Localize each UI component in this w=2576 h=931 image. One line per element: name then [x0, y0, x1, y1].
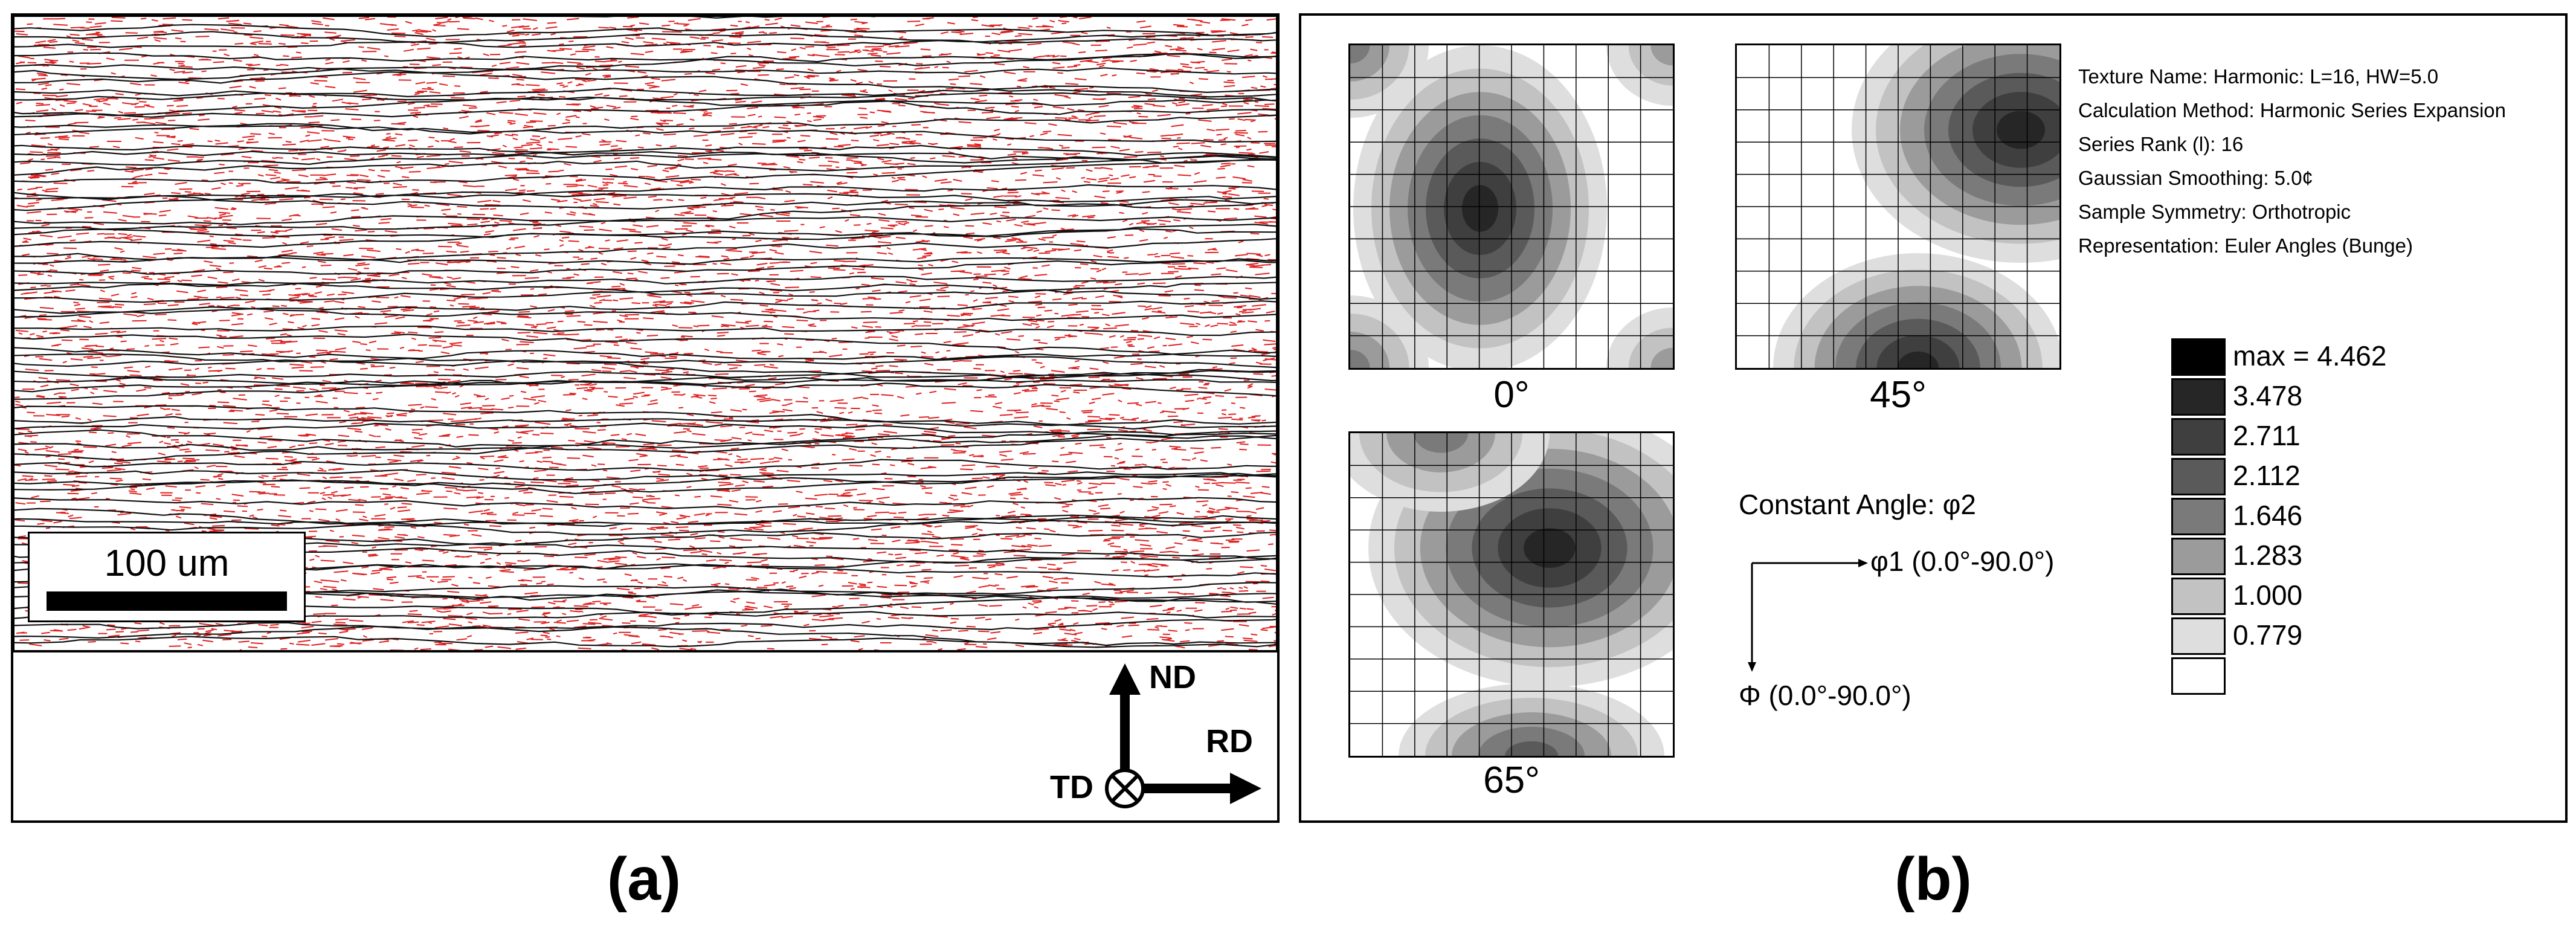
odf-section-45 — [1735, 0, 2190, 483]
odf-contour-45 — [1737, 0, 2190, 483]
legend-label: 1.283 — [2233, 540, 2303, 571]
td-label: TD — [1050, 769, 1093, 805]
legend-label: 2.711 — [2233, 420, 2301, 451]
info-series-rank: Series Rank (l): 16 — [2078, 133, 2244, 155]
scale-bar: 100 um — [28, 532, 306, 622]
nd-arrow-head — [1109, 663, 1141, 695]
odf-section-0 — [1272, 0, 1739, 440]
panel-b-label: (b) — [1895, 845, 1972, 913]
legend-swatch — [2171, 578, 2226, 615]
panel-a-label: (a) — [607, 845, 681, 913]
legend-swatch — [2171, 418, 2226, 456]
rd-label: RD — [1206, 723, 1253, 759]
odf-contour-level — [1524, 528, 1576, 568]
odf-contour-level — [1462, 185, 1498, 232]
info-sample-symmetry: Sample Symmetry: Orthotropic — [2078, 201, 2351, 223]
legend-label: 2.112 — [2233, 460, 2301, 491]
legend-swatch — [2171, 498, 2226, 535]
legend-swatch — [2171, 378, 2226, 416]
constant-angle-label: Constant Angle: φ2 — [1739, 489, 1976, 520]
legend-swatch — [2171, 338, 2226, 376]
odf-section-65 — [1332, 355, 1731, 828]
scale-bar-line — [47, 591, 287, 611]
legend-swatch — [2171, 617, 2226, 655]
legend-label: max = 4.462 — [2233, 340, 2387, 372]
legend-label: 1.000 — [2233, 579, 2303, 611]
section-label-0: 0° — [1493, 374, 1530, 416]
section-label-65: 65° — [1483, 759, 1540, 801]
info-calc-method: Calculation Method: Harmonic Series Expa… — [2078, 99, 2507, 121]
legend-label: 0.779 — [2233, 619, 2303, 651]
legend-label: 1.646 — [2233, 500, 2303, 531]
high-angle-boundaries — [14, 17, 1276, 648]
legend-swatch — [2171, 458, 2226, 495]
section-label-45: 45° — [1870, 374, 1927, 416]
info-texture-name: Texture Name: Harmonic: L=16, HW=5.0 — [2078, 65, 2439, 88]
phi1-axis-label: φ1 (0.0°-90.0°) — [1870, 546, 2055, 577]
sample-axes-icon — [1105, 663, 1261, 808]
legend-swatch — [2171, 538, 2226, 575]
info-gaussian-smoothing: Gaussian Smoothing: 5.0¢ — [2078, 167, 2313, 189]
euler-axes-icon — [1748, 559, 1868, 672]
scale-bar-label: 100 um — [104, 543, 230, 584]
Phi-axis-label: Φ (0.0°-90.0°) — [1739, 680, 1911, 711]
legend-swatch — [2171, 657, 2226, 695]
rd-arrow-head — [1230, 773, 1261, 804]
info-representation: Representation: Euler Angles (Bunge) — [2078, 234, 2413, 257]
legend-label: 3.478 — [2233, 380, 2303, 411]
odf-contour-level — [1997, 111, 2045, 149]
odf-contour-65 — [1332, 355, 1731, 828]
odf-contour-0 — [1272, 0, 1739, 440]
nd-label: ND — [1149, 659, 1196, 695]
